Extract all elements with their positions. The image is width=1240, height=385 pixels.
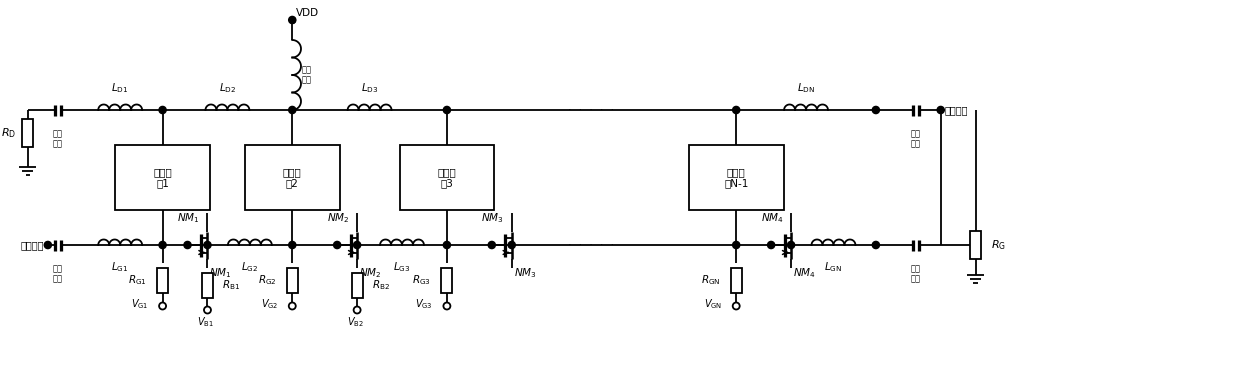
Text: $R_{\mathrm{G}}$: $R_{\mathrm{G}}$ [991, 238, 1006, 252]
Text: $L_{\mathrm{G2}}$: $L_{\mathrm{G2}}$ [242, 261, 258, 274]
Text: $R_{\mathrm{GN}}$: $R_{\mathrm{GN}}$ [701, 273, 720, 287]
Text: $NM_2$: $NM_2$ [360, 266, 382, 280]
Text: $NM_2$: $NM_2$ [327, 211, 350, 225]
Bar [157, 268, 169, 293]
Text: ·  ·  ·  ·  ·: · · · · · [568, 240, 615, 250]
Text: $V_{\mathrm{B2}}$: $V_{\mathrm{B2}}$ [347, 315, 363, 329]
Text: 耦合
电容: 耦合 电容 [910, 264, 921, 283]
Text: $NM_4$: $NM_4$ [794, 266, 816, 280]
Text: $L_{\mathrm{G3}}$: $L_{\mathrm{G3}}$ [393, 261, 410, 274]
Text: 信号输入: 信号输入 [20, 240, 43, 250]
Circle shape [45, 241, 51, 249]
Bar [244, 145, 340, 210]
Text: 增益单
元3: 增益单 元3 [438, 167, 456, 188]
Text: $L_{\mathrm{D2}}$: $L_{\mathrm{D2}}$ [218, 81, 236, 94]
Text: 耦合
电容: 耦合 电容 [910, 129, 921, 148]
Circle shape [872, 241, 879, 249]
Text: 增益单
元1: 增益单 元1 [154, 167, 172, 188]
Circle shape [159, 241, 166, 249]
Circle shape [289, 17, 296, 23]
Circle shape [444, 106, 450, 114]
Bar [22, 119, 33, 147]
Circle shape [733, 241, 740, 249]
Circle shape [184, 241, 191, 249]
Bar [688, 145, 784, 210]
Text: 信号输出: 信号输出 [945, 105, 968, 115]
Circle shape [489, 241, 496, 249]
Text: $L_{\mathrm{GN}}$: $L_{\mathrm{GN}}$ [825, 261, 842, 274]
Text: $L_{\mathrm{D3}}$: $L_{\mathrm{D3}}$ [361, 81, 378, 94]
Text: $R_{\mathrm{G1}}$: $R_{\mathrm{G1}}$ [128, 273, 146, 287]
Text: $R_{\mathrm{G3}}$: $R_{\mathrm{G3}}$ [412, 273, 432, 287]
Bar [970, 231, 981, 259]
Text: 耦合
电容: 耦合 电容 [53, 264, 63, 283]
Circle shape [334, 241, 341, 249]
Text: $R_{\mathrm{B2}}$: $R_{\mathrm{B2}}$ [372, 278, 391, 292]
Circle shape [733, 106, 740, 114]
Text: VDD: VDD [296, 8, 320, 18]
Text: $R_{\mathrm{G2}}$: $R_{\mathrm{G2}}$ [258, 273, 277, 287]
Text: 增益单
元N-1: 增益单 元N-1 [724, 167, 749, 188]
Bar [730, 268, 742, 293]
Circle shape [787, 241, 795, 249]
Bar [202, 273, 213, 298]
Text: $R_{\mathrm{B1}}$: $R_{\mathrm{B1}}$ [222, 278, 241, 292]
Bar [352, 273, 362, 298]
Circle shape [159, 106, 166, 114]
Text: ·  ·  ·  ·  ·: · · · · · [568, 105, 615, 115]
Circle shape [203, 241, 211, 249]
Circle shape [289, 106, 296, 114]
Bar [399, 145, 495, 210]
Text: $NM_1$: $NM_1$ [210, 266, 232, 280]
Text: $V_{\mathrm{GN}}$: $V_{\mathrm{GN}}$ [704, 297, 722, 311]
Circle shape [444, 241, 450, 249]
Text: $L_{\mathrm{DN}}$: $L_{\mathrm{DN}}$ [797, 81, 815, 94]
Text: $R_{\mathrm{D}}$: $R_{\mathrm{D}}$ [1, 126, 16, 140]
Circle shape [508, 241, 516, 249]
Text: $V_{\mathrm{G2}}$: $V_{\mathrm{G2}}$ [260, 297, 278, 311]
Circle shape [872, 106, 879, 114]
Text: $L_{\mathrm{G1}}$: $L_{\mathrm{G1}}$ [112, 261, 129, 274]
Text: 增益单
元2: 增益单 元2 [283, 167, 301, 188]
Text: $L_{\mathrm{D1}}$: $L_{\mathrm{D1}}$ [112, 81, 129, 94]
Circle shape [353, 241, 361, 249]
Text: $NM_3$: $NM_3$ [513, 266, 537, 280]
Circle shape [768, 241, 775, 249]
Text: $V_{\mathrm{G3}}$: $V_{\mathrm{G3}}$ [415, 297, 433, 311]
Text: $NM_4$: $NM_4$ [760, 211, 784, 225]
Bar [115, 145, 210, 210]
Text: $NM_1$: $NM_1$ [177, 211, 200, 225]
Circle shape [937, 106, 945, 114]
Text: $V_{\mathrm{G1}}$: $V_{\mathrm{G1}}$ [131, 297, 149, 311]
Circle shape [289, 241, 296, 249]
Text: $NM_3$: $NM_3$ [481, 211, 505, 225]
Bar [441, 268, 453, 293]
Text: $V_{\mathrm{B1}}$: $V_{\mathrm{B1}}$ [197, 315, 215, 329]
Text: 耦合
电容: 耦合 电容 [53, 129, 63, 148]
Text: 抵流
电感: 抵流 电感 [301, 65, 311, 85]
Bar [286, 268, 298, 293]
